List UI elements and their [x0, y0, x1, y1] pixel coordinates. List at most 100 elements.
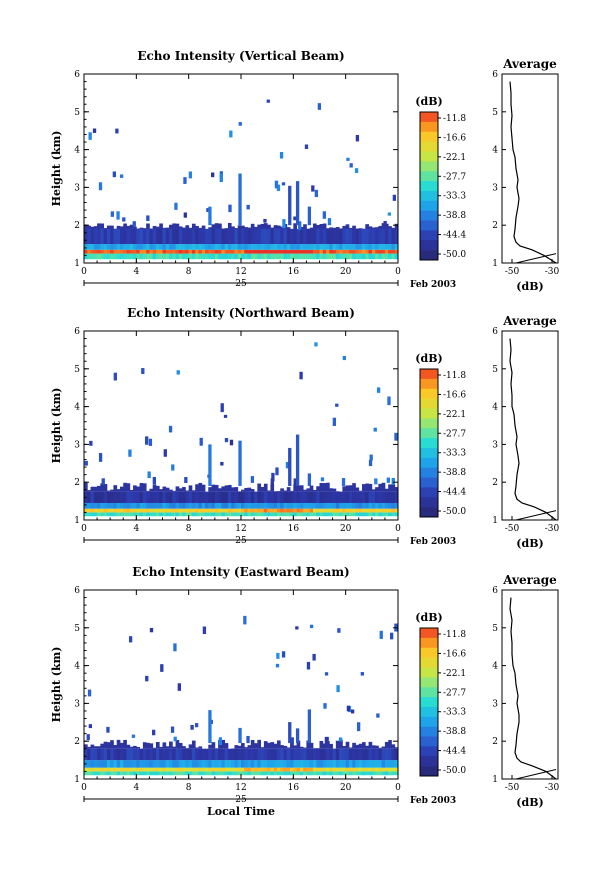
- heatmap-cell: [214, 244, 219, 250]
- heatmap-cell: [221, 512, 226, 517]
- heatmap-cell: [224, 743, 229, 749]
- heatmap-cell: [267, 502, 271, 509]
- heatmap-cell: [159, 223, 163, 229]
- heatmap-cell: [267, 244, 271, 250]
- heatmap-cell: [146, 249, 150, 254]
- heatmap-cell: [146, 223, 150, 229]
- heatmap-cell: [165, 228, 170, 245]
- heatmap-cell: [368, 491, 373, 503]
- heatmap-cell: [290, 760, 294, 768]
- heatmap-cell: [211, 249, 216, 254]
- heatmap-cell: [299, 771, 304, 776]
- colorbar-segment: [420, 220, 438, 231]
- heatmap-cell: [227, 508, 232, 513]
- heatmap-cell: [123, 767, 127, 772]
- heatmap-cell: [228, 204, 232, 213]
- heatmap-cell: [201, 760, 206, 768]
- heatmap-cell: [309, 253, 314, 260]
- heatmap-cell: [375, 512, 379, 517]
- heatmap-cell: [267, 228, 271, 245]
- heatmap-cell: [103, 767, 108, 772]
- heatmap-cell: [208, 512, 212, 517]
- heatmap-cell: [218, 502, 222, 509]
- heatmap-cell: [182, 227, 186, 229]
- heatmap-cell: [394, 771, 399, 776]
- x-tick-label: 16: [288, 267, 300, 277]
- heatmap-cell: [98, 453, 103, 462]
- heatmap-cell: [214, 760, 219, 768]
- heatmap-cell: [218, 228, 222, 245]
- heatmap-cell: [198, 228, 203, 245]
- heatmap-cell: [183, 212, 187, 218]
- y-axis-label: Height (km): [50, 131, 63, 207]
- heatmap-cell: [139, 227, 144, 229]
- heatmap-cell: [129, 249, 134, 254]
- colorbar-tick-label: -50.0: [443, 507, 466, 517]
- heatmap-cell: [234, 745, 239, 749]
- heatmap-cell: [299, 371, 303, 380]
- heatmap-cell: [394, 512, 399, 517]
- heatmap-cell: [172, 746, 176, 749]
- heatmap-cell: [312, 508, 317, 513]
- heatmap-cell: [231, 226, 235, 229]
- average-y-tick-label: 2: [492, 221, 498, 231]
- heatmap-cell: [103, 228, 108, 245]
- heatmap-cell: [155, 244, 160, 250]
- heatmap-cell: [238, 173, 242, 226]
- heatmap-cell: [205, 491, 209, 503]
- heatmap-cell: [309, 508, 314, 513]
- colorbar-tick-label: -11.8: [443, 630, 466, 640]
- heatmap-cell: [97, 253, 101, 260]
- x-tick-label: 0: [395, 524, 401, 534]
- heatmap-cell: [365, 491, 369, 503]
- heatmap-cell: [182, 491, 186, 503]
- heatmap-cell: [345, 760, 350, 768]
- heatmap-cell: [148, 438, 153, 446]
- heatmap-cell: [326, 508, 330, 513]
- heatmap-cell: [339, 244, 343, 250]
- heatmap-cell: [309, 760, 314, 768]
- heatmap-cell: [394, 767, 399, 772]
- heatmap-cell: [219, 173, 223, 183]
- colorbar-segment: [420, 766, 438, 777]
- heatmap-cell: [309, 771, 314, 776]
- heatmap-cell: [257, 502, 262, 509]
- heatmap-cell: [159, 249, 163, 254]
- heatmap-cell: [93, 508, 98, 513]
- heatmap-cell: [93, 244, 98, 250]
- heatmap-cell: [191, 490, 196, 492]
- average-frame: [501, 330, 559, 521]
- heatmap-cell: [332, 748, 337, 761]
- heatmap-cell: [168, 425, 173, 433]
- heatmap-cell: [172, 748, 176, 761]
- heatmap-cell: [384, 244, 389, 250]
- y-tick-label: 2: [74, 478, 80, 488]
- heatmap-cell: [375, 244, 379, 250]
- heatmap-cell: [87, 689, 92, 697]
- heatmap-cell: [129, 244, 134, 250]
- heatmap-cell: [316, 767, 320, 772]
- heatmap-cell: [391, 771, 396, 776]
- heatmap-cell: [165, 767, 170, 772]
- heatmap-cell: [201, 748, 206, 761]
- heatmap-cell: [234, 228, 239, 229]
- heatmap-cell: [263, 244, 268, 250]
- heatmap-cell: [152, 228, 157, 245]
- heatmap-cell: [175, 228, 180, 245]
- heatmap-cell: [299, 228, 304, 245]
- heatmap-cell: [100, 748, 105, 761]
- heatmap-cell: [218, 253, 222, 260]
- heatmap-cells: [84, 615, 399, 776]
- heatmap-cell: [309, 767, 314, 772]
- heatmap-cell: [90, 228, 95, 245]
- colorbar-segment: [420, 487, 438, 498]
- heatmap-cell: [129, 491, 134, 503]
- heatmap-cell: [312, 767, 317, 772]
- heatmap-cell: [214, 748, 219, 749]
- heatmap-cell: [97, 748, 101, 761]
- heatmap-cell: [368, 508, 373, 513]
- heatmap-cell: [358, 767, 363, 772]
- heatmap-cell: [198, 253, 203, 260]
- heatmap-cell: [329, 244, 333, 250]
- heatmap-cell: [221, 244, 226, 250]
